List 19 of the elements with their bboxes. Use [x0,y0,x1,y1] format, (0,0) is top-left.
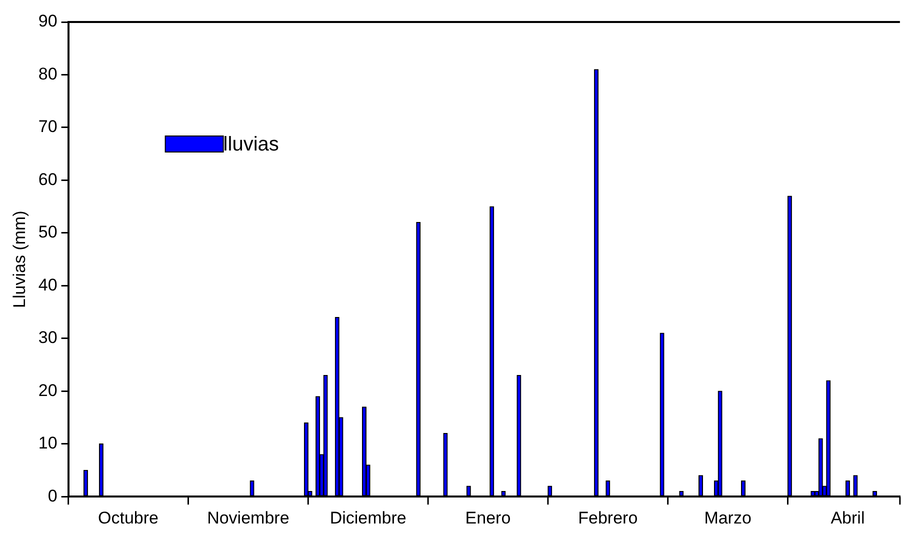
x-tick-label: Marzo [704,508,752,528]
x-tick-label: Abril [830,508,865,528]
x-tick-label: Diciembre [330,508,406,528]
y-tick-label: 40 [38,275,58,294]
x-tick-label: Enero [465,508,511,528]
y-tick-label: 10 [38,434,58,453]
y-tick-label: 0 [48,486,58,506]
y-tick-label: 80 [38,64,58,84]
y-tick-label: 60 [38,170,58,189]
y-tick-label: 70 [38,117,58,136]
legend-label: lluvias [223,134,279,156]
y-tick-label: 50 [38,222,58,242]
y-tick-label: 30 [38,328,58,348]
y-axis-title: Lluvias (mm) [10,210,29,308]
x-tick-label: Febrero [578,508,638,528]
x-tick-label: Noviembre [207,508,290,528]
y-tick-label: 90 [38,12,58,31]
y-tick-label: 20 [38,380,58,400]
x-tick-label: Octubre [98,508,159,528]
